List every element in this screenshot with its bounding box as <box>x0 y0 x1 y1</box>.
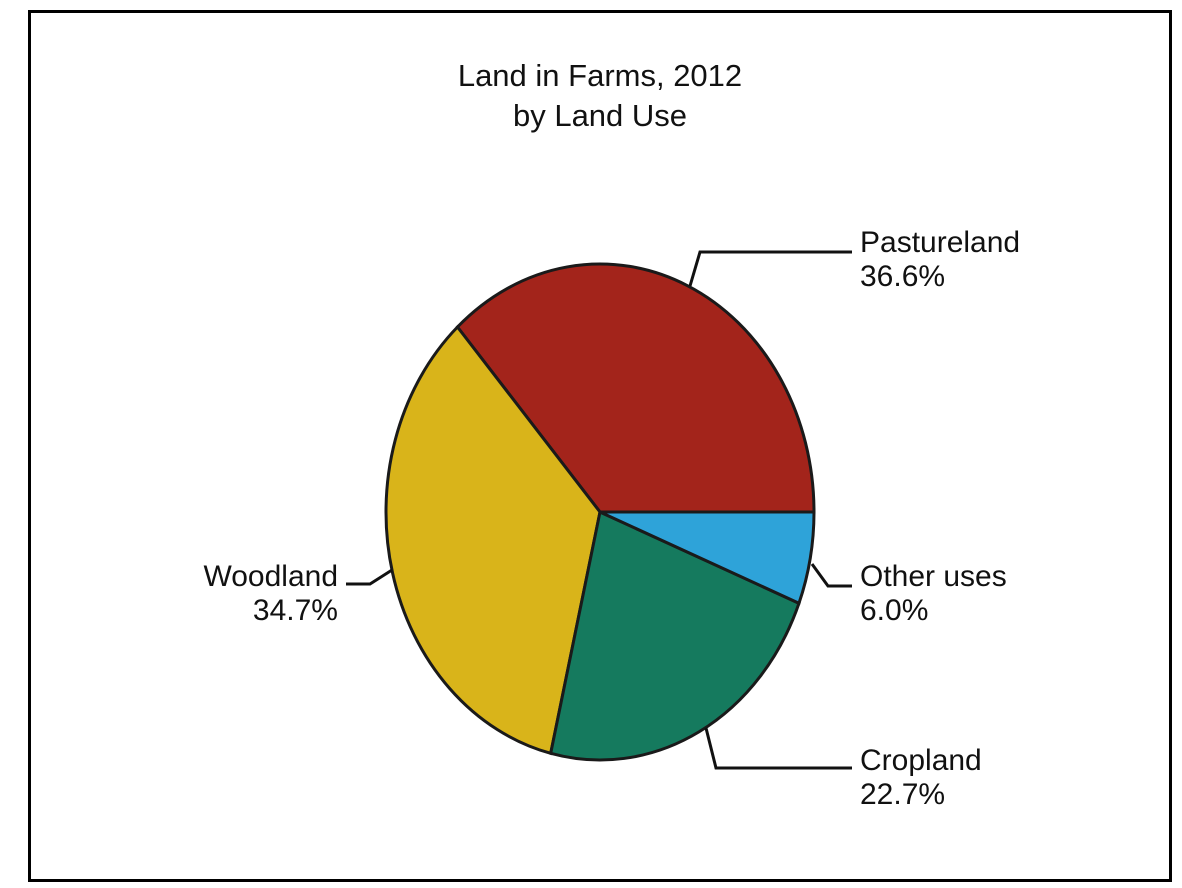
chart-title: Land in Farms, 2012 <box>457 58 743 93</box>
pie-slices <box>384 262 816 762</box>
leader-line-cropland <box>704 727 852 770</box>
slice-label-pastureland-value: 36.6% <box>860 260 945 293</box>
pie-slice-cropland <box>548 509 801 762</box>
leader-lines <box>346 250 852 770</box>
slice-label-cropland-name: Cropland <box>860 744 982 777</box>
slice-label-pastureland-name: Pastureland <box>860 226 1020 259</box>
slice-label-other-uses-name: Other uses <box>860 560 1007 593</box>
slice-label-woodland-value: 34.7% <box>253 594 338 627</box>
pie-slice-woodland <box>384 324 602 756</box>
slice-label-other-uses-value: 6.0% <box>860 594 928 627</box>
slice-label-woodland-name: Woodland <box>203 560 338 593</box>
pie-slice-other-uses <box>599 510 816 606</box>
pie-slice-pastureland <box>455 262 816 514</box>
leader-line-woodland <box>346 568 393 586</box>
leader-line-pastureland <box>688 250 852 287</box>
chart-subtitle: by Land Use <box>512 98 688 133</box>
leader-line-other-uses <box>810 563 852 588</box>
slice-label-cropland-value: 22.7% <box>860 778 945 811</box>
